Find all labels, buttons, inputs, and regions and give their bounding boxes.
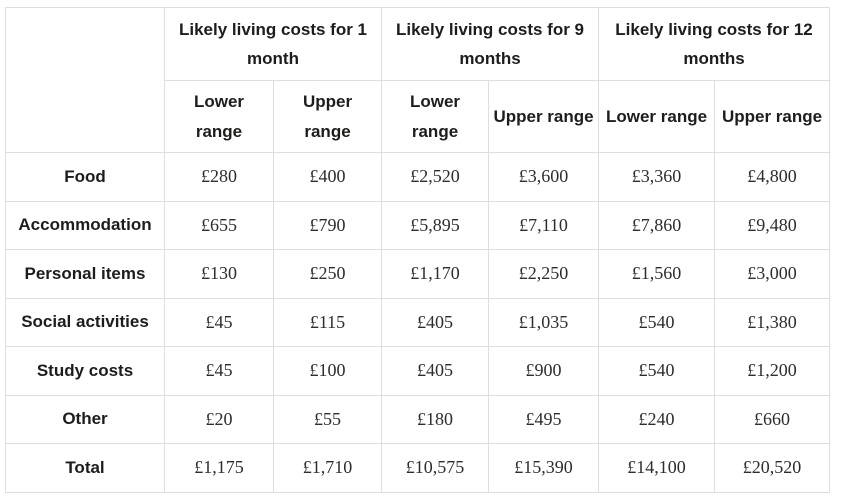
group-header-9-months: Likely living costs for 9 months	[381, 7, 600, 81]
cell-value: £7,860	[598, 200, 716, 250]
row-label-study-costs: Study costs	[5, 346, 165, 396]
cell-value: £1,035	[488, 297, 600, 347]
cell-value: £3,000	[714, 249, 831, 299]
cell-value: £400	[272, 152, 383, 202]
cell-value: £7,110	[488, 200, 600, 250]
cell-value: £15,390	[488, 443, 600, 493]
row-label-other: Other	[5, 394, 165, 444]
cell-value: £1,380	[714, 297, 831, 347]
cell-value: £280	[164, 152, 274, 202]
cell-value: £100	[272, 346, 383, 396]
cell-value: £540	[598, 297, 716, 347]
cell-value: £405	[381, 297, 490, 347]
cell-value: £45	[164, 297, 274, 347]
cell-value: £130	[164, 249, 274, 299]
cell-value: £1,560	[598, 249, 716, 299]
cell-value: £790	[272, 200, 383, 250]
cell-value: £660	[714, 394, 831, 444]
row-label-personal-items: Personal items	[5, 249, 165, 299]
cell-value: £240	[598, 394, 716, 444]
cell-value: £1,200	[714, 346, 831, 396]
cell-value: £3,600	[488, 152, 600, 202]
sub-header-lower-range-1: Lower range	[164, 80, 274, 153]
table-row-study-costs: Study costs £45 £100 £405 £900 £540 £1,2…	[5, 346, 831, 396]
cell-value: £405	[381, 346, 490, 396]
cell-value: £540	[598, 346, 716, 396]
cell-value: £1,170	[381, 249, 490, 299]
cell-value: £2,250	[488, 249, 600, 299]
cell-value: £115	[272, 297, 383, 347]
cell-value: £2,520	[381, 152, 490, 202]
table-row-social-activities: Social activities £45 £115 £405 £1,035 £…	[5, 297, 831, 347]
sub-header-row: Lower range Upper range Lower range Uppe…	[6, 80, 831, 153]
cell-value: £45	[164, 346, 274, 396]
cell-value: £55	[272, 394, 383, 444]
table-row-accommodation: Accommodation £655 £790 £5,895 £7,110 £7…	[5, 200, 831, 250]
sub-header-upper-range-9: Upper range	[488, 80, 600, 153]
cell-value: £20	[164, 394, 274, 444]
corner-cell	[5, 7, 165, 153]
cell-value: £4,800	[714, 152, 831, 202]
table-header: Likely living costs for 1 month Likely l…	[5, 7, 831, 153]
table-row-personal-items: Personal items £130 £250 £1,170 £2,250 £…	[5, 249, 831, 299]
cell-value: £5,895	[381, 200, 490, 250]
cell-value: £9,480	[714, 200, 831, 250]
table-row-other: Other £20 £55 £180 £495 £240 £660	[5, 394, 831, 444]
group-header-12-months: Likely living costs for 12 months	[598, 7, 831, 81]
table-row-food: Food £280 £400 £2,520 £3,600 £3,360 £4,8…	[5, 152, 831, 202]
sub-header-lower-range-12: Lower range	[598, 80, 716, 153]
cell-value: £3,360	[598, 152, 716, 202]
row-label-food: Food	[5, 152, 165, 202]
group-header-row: Likely living costs for 1 month Likely l…	[5, 7, 831, 153]
cell-value: £900	[488, 346, 600, 396]
cell-value: £180	[381, 394, 490, 444]
cell-value: £250	[272, 249, 383, 299]
cell-value: £655	[164, 200, 274, 250]
sub-header-upper-range-12: Upper range	[714, 80, 831, 153]
sub-header-upper-range-1: Upper range	[272, 80, 383, 153]
cell-value: £1,710	[272, 443, 383, 493]
row-label-total: Total	[5, 443, 165, 493]
sub-header-lower-range-9: Lower range	[381, 80, 490, 153]
cell-value: £10,575	[381, 443, 490, 493]
table-body: Food £280 £400 £2,520 £3,600 £3,360 £4,8…	[5, 152, 831, 493]
cell-value: £495	[488, 394, 600, 444]
table-row-total: Total £1,175 £1,710 £10,575 £15,390 £14,…	[5, 443, 831, 493]
cell-value: £20,520	[714, 443, 831, 493]
row-label-social-activities: Social activities	[5, 297, 165, 347]
living-costs-table: Likely living costs for 1 month Likely l…	[5, 7, 831, 493]
cell-value: £1,175	[164, 443, 274, 493]
group-header-1-month: Likely living costs for 1 month	[163, 7, 383, 81]
row-label-accommodation: Accommodation	[5, 200, 165, 250]
cell-value: £14,100	[598, 443, 716, 493]
